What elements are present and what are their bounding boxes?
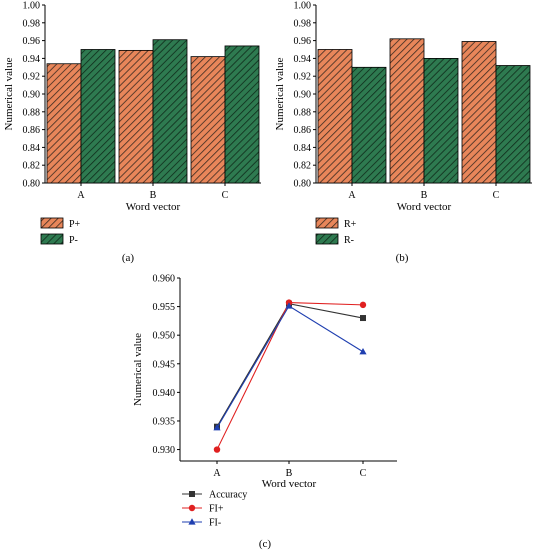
legend-swatch-R- bbox=[315, 233, 339, 245]
x-tick-label: C bbox=[360, 468, 367, 479]
legend-marker-FI- bbox=[188, 518, 196, 525]
panel-label: (c) bbox=[259, 538, 272, 550]
y-tick-label: 0.84 bbox=[23, 143, 41, 154]
x-axis-label: Word vector bbox=[397, 201, 452, 213]
bar-R+-A bbox=[317, 49, 353, 184]
bar-R+-C bbox=[461, 41, 497, 184]
y-tick-label: 0.90 bbox=[294, 90, 312, 101]
y-tick-label: 0.92 bbox=[294, 72, 312, 83]
bar-R--B bbox=[423, 58, 459, 184]
y-axis-label: Numerical value bbox=[3, 57, 15, 130]
legend-label: FI- bbox=[209, 518, 221, 529]
y-tick-label: 0.88 bbox=[23, 107, 41, 118]
x-tick-label: C bbox=[493, 190, 500, 201]
legend-label: Accuracy bbox=[209, 490, 247, 501]
legend-marker-FI+ bbox=[188, 504, 196, 512]
chart-a: 0.80 0.82 0.84 0.86 0.88 0.90 0.92 0.94 0.96 0.98… bbox=[3, 1, 261, 264]
x-tick-label: A bbox=[213, 468, 221, 479]
bar-P+-A bbox=[46, 63, 82, 184]
y-tick-label: 0.88 bbox=[294, 107, 312, 118]
x-axis-label: Word vector bbox=[126, 201, 181, 213]
y-tick-label: 0.945 bbox=[153, 359, 176, 370]
y-tick-label: 0.96 bbox=[23, 36, 41, 47]
y-tick-label: 0.94 bbox=[294, 54, 312, 65]
y-axis-label: Numerical value bbox=[132, 333, 144, 406]
legend-label: R+ bbox=[344, 219, 357, 230]
y-tick-label: 0.950 bbox=[153, 331, 176, 342]
panel-label: (b) bbox=[396, 252, 409, 264]
x-tick-label: A bbox=[77, 190, 85, 201]
y-tick-label: 0.86 bbox=[294, 125, 312, 136]
chart-c: 0.930 0.935 0.940 0.945 0.950 0.955 0.960 A B C Wo… bbox=[132, 274, 397, 550]
y-tick-label: 0.955 bbox=[153, 302, 176, 313]
y-tick-label: 0.960 bbox=[153, 274, 176, 285]
series-line-Accuracy bbox=[216, 303, 364, 427]
bar-P+-C bbox=[190, 56, 226, 184]
y-tick-label: 0.80 bbox=[23, 179, 41, 190]
x-tick-label: B bbox=[286, 468, 293, 479]
legend-swatch-P- bbox=[40, 233, 64, 245]
y-tick-label: 0.82 bbox=[294, 161, 312, 172]
legend-label: P- bbox=[69, 235, 78, 246]
series-line-FI- bbox=[216, 305, 364, 429]
y-tick-label: 0.930 bbox=[153, 445, 176, 456]
y-tick-label: 0.84 bbox=[294, 143, 312, 154]
legend-label: R- bbox=[344, 235, 354, 246]
y-tick-label: 0.94 bbox=[23, 54, 41, 65]
x-tick-label: C bbox=[222, 190, 229, 201]
x-tick-label: B bbox=[150, 190, 157, 201]
y-tick-label: 0.96 bbox=[294, 36, 312, 47]
bar-R+-B bbox=[389, 38, 425, 184]
point-FI--B bbox=[285, 302, 293, 309]
x-tick-label: B bbox=[421, 190, 428, 201]
point-FI+-A bbox=[213, 446, 221, 453]
bar-R--A bbox=[351, 66, 387, 184]
bar-P--C bbox=[224, 45, 260, 184]
legend-label: P+ bbox=[69, 219, 81, 230]
chart-b: 0.80 0.82 0.84 0.86 0.88 0.90 0.92 0.94 0.96 0.98… bbox=[274, 1, 532, 264]
legend-marker-Accuracy bbox=[189, 491, 195, 497]
point-FI--A bbox=[213, 424, 221, 431]
y-tick-label: 0.940 bbox=[153, 388, 176, 399]
x-axis-label: Word vector bbox=[262, 478, 317, 490]
point-FI+-C bbox=[359, 301, 367, 309]
bar-P--A bbox=[80, 49, 116, 184]
series-line-FI+ bbox=[216, 302, 364, 450]
x-tick-label: A bbox=[348, 190, 356, 201]
bar-P--B bbox=[152, 39, 188, 184]
legend-label: FI+ bbox=[209, 504, 224, 515]
legend-swatch-P+ bbox=[40, 217, 64, 229]
y-tick-label: 0.80 bbox=[294, 179, 312, 190]
y-tick-label: 0.82 bbox=[23, 161, 41, 172]
y-tick-label: 0.98 bbox=[294, 18, 312, 29]
y-tick-label: 0.90 bbox=[23, 90, 41, 101]
panel-label: (a) bbox=[122, 252, 135, 264]
legend-swatch-R+ bbox=[315, 217, 339, 229]
y-tick-label: 0.98 bbox=[23, 18, 41, 29]
point-Accuracy-C bbox=[360, 315, 366, 322]
y-tick-label: 0.935 bbox=[153, 416, 176, 427]
y-tick-label: 1.00 bbox=[23, 1, 41, 12]
bar-R--C bbox=[495, 65, 531, 184]
y-axis-label: Numerical value bbox=[274, 57, 286, 130]
y-tick-label: 1.00 bbox=[294, 1, 312, 12]
point-FI--C bbox=[359, 347, 367, 355]
bar-P+-B bbox=[118, 49, 154, 184]
y-tick-label: 0.92 bbox=[23, 72, 41, 83]
y-tick-label: 0.86 bbox=[23, 125, 41, 136]
